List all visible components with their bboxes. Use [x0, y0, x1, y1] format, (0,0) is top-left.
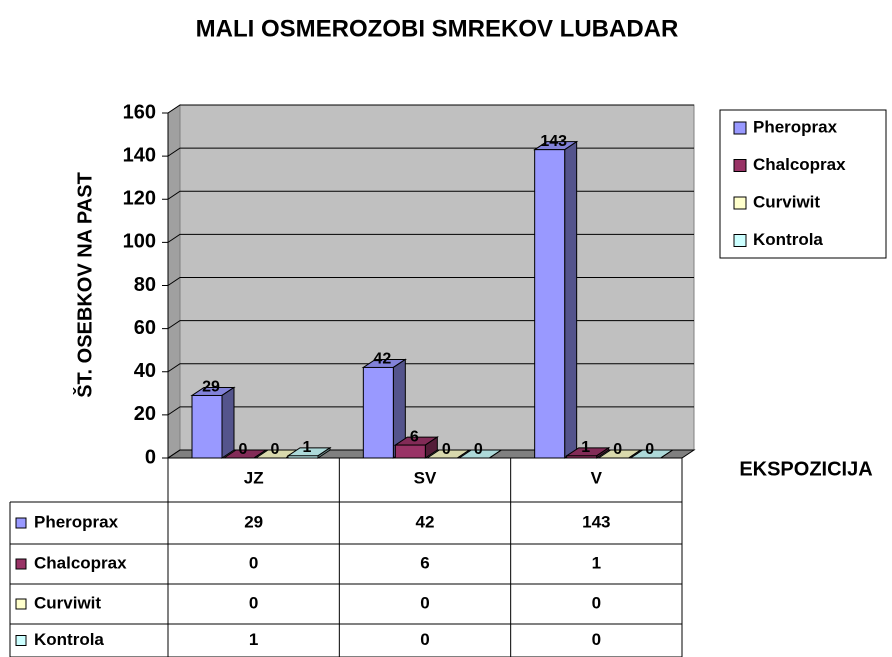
- grid-line: [167, 406, 694, 416]
- bar-side-face: [221, 386, 235, 459]
- bar-side-face: [564, 140, 578, 459]
- y-axis-label: ŠT. OSEBKOV NA PAST: [72, 172, 96, 398]
- legend-key: [733, 121, 747, 135]
- y-tick-label: 40: [134, 360, 156, 382]
- table-row-label: Chalcoprax: [34, 553, 127, 572]
- table-cell: 1: [249, 630, 258, 649]
- y-tick-label: 0: [145, 446, 156, 468]
- grid-line: [167, 320, 694, 330]
- bar: [362, 366, 394, 459]
- chart-title: MALI OSMEROZOBI SMREKOV LUBADAR: [196, 15, 679, 42]
- legend-key: [733, 234, 747, 247]
- legend-key: [733, 159, 747, 172]
- table-row-label: Pheroprax: [34, 512, 119, 531]
- bar-side-face: [489, 449, 502, 459]
- table-legend-key: [15, 635, 27, 646]
- grid-line: [167, 277, 694, 286]
- data-label: 0: [474, 441, 483, 458]
- table-cell: 0: [420, 593, 429, 612]
- y-tick-label: 60: [134, 317, 156, 339]
- bar: [191, 394, 223, 459]
- bar-side-face: [660, 449, 673, 459]
- data-label: 1: [581, 439, 590, 456]
- grid-line: [167, 104, 694, 114]
- legend-box: [719, 109, 887, 259]
- data-label: 29: [202, 379, 220, 396]
- legend-label: Pheroprax: [753, 117, 838, 136]
- bar-side-face: [253, 449, 267, 459]
- data-label: 0: [239, 441, 248, 458]
- grid-line: [167, 190, 694, 200]
- table-cell: 0: [249, 593, 258, 612]
- table-cell: 29: [244, 512, 263, 531]
- bar-side-face: [457, 449, 470, 459]
- bar: [287, 455, 319, 459]
- data-label: 143: [540, 133, 567, 150]
- table-row-label: Kontrola: [34, 630, 104, 649]
- table-cell: 0: [249, 553, 258, 572]
- legend-label: Kontrola: [753, 230, 823, 249]
- table-cell: 42: [416, 512, 435, 531]
- legend-key: [733, 196, 747, 210]
- grid-line: [167, 233, 694, 243]
- table-legend-key: [15, 558, 27, 570]
- table-legend-key: [15, 598, 27, 610]
- legend-label: Curviwit: [753, 192, 820, 211]
- bar: [566, 455, 598, 459]
- grid-line: [167, 449, 694, 459]
- table-cell: 0: [420, 630, 429, 649]
- data-label: 42: [373, 351, 391, 368]
- y-tick-label: 140: [123, 144, 156, 166]
- y-tick-label: 20: [134, 403, 156, 425]
- x-tick-label: JZ: [244, 468, 264, 487]
- data-label: 1: [303, 439, 312, 456]
- data-label: 0: [271, 441, 280, 458]
- y-tick-label: 80: [134, 274, 156, 296]
- bar: [534, 149, 566, 459]
- data-label: 0: [442, 441, 451, 458]
- data-label: 0: [645, 441, 654, 458]
- x-tick-label: V: [591, 468, 603, 487]
- table-cell: 0: [592, 630, 601, 649]
- grid-line: [167, 363, 694, 373]
- x-axis-label: EKSPOZICIJA: [739, 458, 872, 480]
- y-tick-label: 100: [123, 231, 156, 253]
- table-cell: 0: [592, 593, 601, 612]
- bar: [394, 444, 426, 459]
- table-legend-key: [15, 517, 27, 529]
- y-tick-label: 160: [123, 101, 156, 123]
- bar-side-face: [628, 449, 641, 459]
- x-tick-label: SV: [414, 468, 437, 487]
- grid-line: [167, 147, 694, 157]
- legend-label: Chalcoprax: [753, 155, 846, 174]
- table-cell: 6: [420, 553, 429, 572]
- y-tick-label: 120: [123, 188, 156, 210]
- data-label: 6: [410, 428, 419, 445]
- table-cell: 143: [582, 512, 610, 531]
- table-cell: 1: [592, 553, 601, 572]
- data-label: 0: [613, 441, 622, 458]
- table-row-label: Curviwit: [34, 593, 101, 612]
